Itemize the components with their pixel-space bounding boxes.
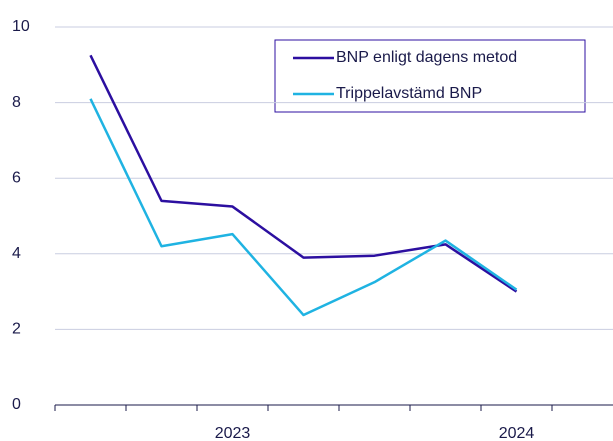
x-tick-label: 2024 — [499, 425, 535, 441]
series-line — [89, 98, 518, 317]
series-line — [89, 54, 518, 293]
y-tick-label: 6 — [12, 169, 21, 186]
y-tick-label: 4 — [12, 245, 21, 262]
legend-label: BNP enligt dagens metod — [336, 49, 517, 66]
x-tick-label: 2023 — [215, 425, 251, 441]
legend-box — [274, 39, 586, 113]
y-tick-label: 8 — [12, 94, 21, 111]
y-tick-label: 10 — [12, 18, 30, 35]
y-tick-label: 2 — [12, 321, 21, 338]
legend-label: Trippelavstämd BNP — [336, 85, 482, 102]
y-tick-label: 0 — [12, 396, 21, 413]
